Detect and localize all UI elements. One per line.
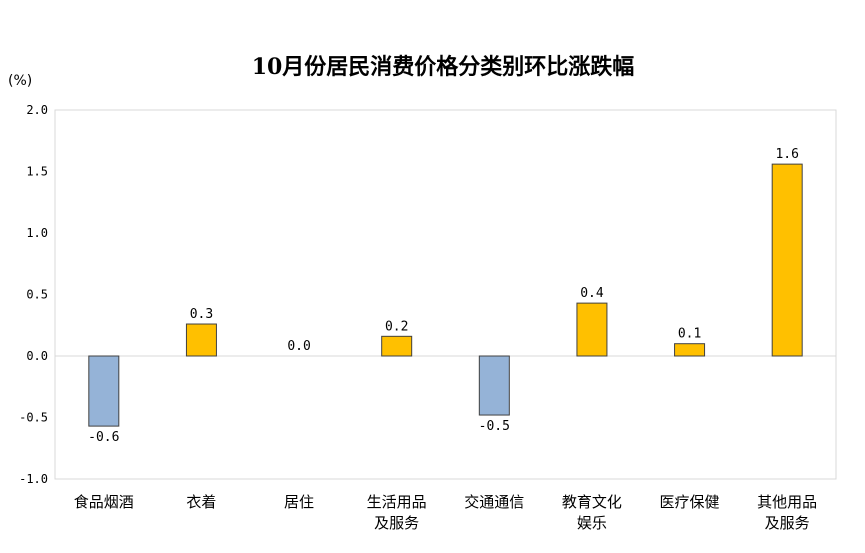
x-tick-label: 居住 <box>284 493 314 511</box>
y-tick-label: -0.5 <box>19 411 48 425</box>
data-label: -0.6 <box>88 430 119 445</box>
x-tick-label: 医疗保健 <box>660 493 720 511</box>
data-label: 0.4 <box>580 286 604 301</box>
y-tick-label: 2.0 <box>26 103 48 117</box>
x-tick-label: 生活用品 <box>367 493 427 511</box>
x-tick-label: 娱乐 <box>577 514 607 532</box>
bar <box>381 335 413 357</box>
chart-title: 10月份居民消费价格分类别环比涨跌幅 <box>252 54 635 80</box>
value-labels: -0.6 0.3 0.0 0.2 -0.5 0.4 0.1 1.6 <box>88 147 799 445</box>
x-tick-label: 及服务 <box>374 514 419 532</box>
y-tick-label: 1.0 <box>26 226 48 240</box>
plot-area-frame <box>54 109 837 480</box>
bar <box>674 343 706 357</box>
bar <box>88 355 120 427</box>
data-label: 0.2 <box>385 319 408 334</box>
y-tick-label: -1.0 <box>19 472 48 486</box>
x-tick-label: 其他用品 <box>757 493 817 511</box>
bar-series <box>88 163 803 427</box>
x-tick-label: 交通通信 <box>464 493 524 511</box>
data-label: 0.0 <box>287 339 310 354</box>
data-label: 0.1 <box>678 327 701 342</box>
y-tick-label: 0.5 <box>26 288 48 302</box>
y-axis-unit-label: (%) <box>8 73 32 89</box>
x-tick-label: 及服务 <box>765 514 810 532</box>
y-tick-label: 1.5 <box>26 165 48 179</box>
y-axis: 2.0 1.5 1.0 0.5 0.0 -0.5 -1.0 <box>19 103 48 486</box>
data-label: 1.6 <box>775 147 798 162</box>
bar <box>576 302 608 357</box>
x-tick-label: 教育文化 <box>562 493 622 511</box>
bar <box>478 355 510 416</box>
bar <box>185 323 217 357</box>
data-label: 0.3 <box>190 307 213 322</box>
x-tick-label: 衣着 <box>186 493 216 511</box>
y-tick-label: 0.0 <box>26 349 48 363</box>
data-label: -0.5 <box>479 419 510 434</box>
x-tick-label: 食品烟酒 <box>74 493 134 511</box>
bar <box>771 163 803 357</box>
